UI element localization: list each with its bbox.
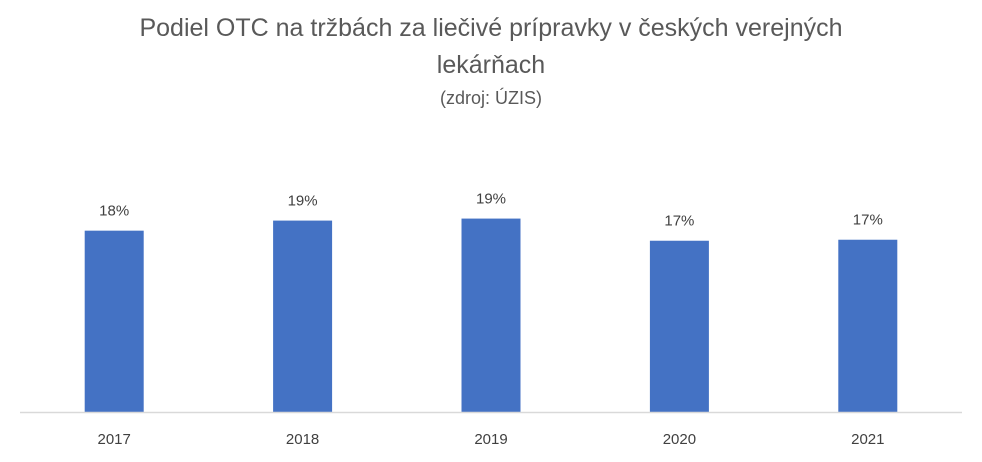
- x-tick-label-2019: 2019: [474, 431, 507, 448]
- data-label-2017: 18%: [99, 203, 129, 220]
- bar-2017: [84, 230, 144, 412]
- x-tick-label-2021: 2021: [851, 431, 884, 448]
- bar-2018: [273, 220, 333, 412]
- data-label-2020: 17%: [664, 213, 694, 230]
- chart-title-block: Podiel OTC na tržbách za liečivé príprav…: [0, 10, 982, 110]
- bar-2019: [461, 218, 521, 412]
- data-label-2018: 19%: [288, 193, 318, 210]
- chart-title: Podiel OTC na tržbách za liečivé príprav…: [139, 14, 843, 79]
- data-label-2021: 17%: [853, 212, 883, 229]
- x-tick-label-2020: 2020: [663, 431, 696, 448]
- bar-2020: [649, 240, 709, 412]
- bar-2021: [838, 239, 898, 412]
- x-tick-label-2017: 2017: [98, 431, 131, 448]
- data-label-2019: 19%: [476, 191, 506, 208]
- x-tick-label-2018: 2018: [286, 431, 319, 448]
- chart-subtitle: (zdroj: ÚZIS): [439, 88, 542, 108]
